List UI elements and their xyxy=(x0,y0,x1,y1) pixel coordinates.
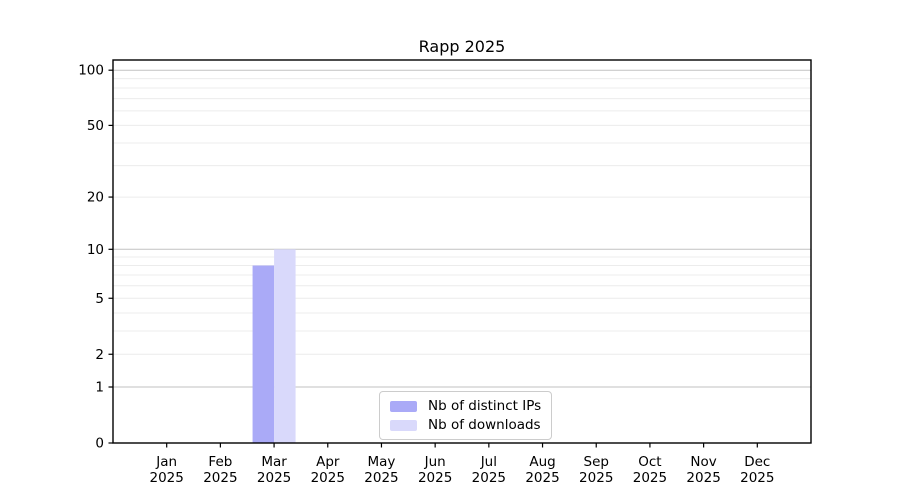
x-tick-label-year: 2025 xyxy=(257,470,291,486)
x-tick-label-year: 2025 xyxy=(311,470,345,486)
x-tick-label-month: Jan xyxy=(155,454,177,470)
y-tick-label: 5 xyxy=(95,291,104,307)
x-tick-label-year: 2025 xyxy=(633,470,667,486)
x-tick-label-month: Mar xyxy=(261,454,287,470)
y-tick-label: 1 xyxy=(95,380,104,396)
x-tick-label-month: Nov xyxy=(690,454,716,470)
x-tick-label-year: 2025 xyxy=(150,470,184,486)
legend-swatch-downloads xyxy=(390,419,417,431)
x-tick-label-year: 2025 xyxy=(203,470,237,486)
legend-item-downloads: Nb of downloads xyxy=(390,417,541,433)
legend: Nb of distinct IPs Nb of downloads xyxy=(379,391,553,440)
y-tick-label: 0 xyxy=(95,436,104,452)
x-tick-label-month: Feb xyxy=(208,454,232,470)
x-tick-label-month: May xyxy=(368,454,396,470)
legend-label-distinct-ips: Nb of distinct IPs xyxy=(428,398,542,414)
axes-spines xyxy=(112,59,812,444)
x-tick-label-year: 2025 xyxy=(686,470,720,486)
bar-downloads xyxy=(274,249,296,443)
x-tick-label-month: Sep xyxy=(584,454,609,470)
x-tick-label-month: Apr xyxy=(316,454,340,470)
legend-swatch-distinct-ips xyxy=(390,400,417,412)
x-tick-label-year: 2025 xyxy=(740,470,774,486)
x-tick-label-month: Jul xyxy=(480,454,497,470)
x-tick-label-year: 2025 xyxy=(472,470,506,486)
y-tick-label: 100 xyxy=(78,63,104,79)
x-tick-label-month: Oct xyxy=(638,454,661,470)
x-tick-label-month: Aug xyxy=(529,454,555,470)
x-tick-label-year: 2025 xyxy=(525,470,559,486)
y-tick-label: 20 xyxy=(87,190,104,206)
bar-distinct-ips xyxy=(252,265,275,443)
y-tick-label: 2 xyxy=(95,347,104,363)
x-tick-label-year: 2025 xyxy=(418,470,452,486)
legend-label-downloads: Nb of downloads xyxy=(428,417,541,433)
legend-item-distinct-ips: Nb of distinct IPs xyxy=(390,398,541,414)
y-tick-label: 50 xyxy=(87,118,104,134)
plot-area xyxy=(113,60,811,443)
x-tick-label-month: Dec xyxy=(744,454,770,470)
y-tick-label: 10 xyxy=(87,242,104,258)
chart-title: Rapp 2025 xyxy=(419,37,506,56)
x-tick-label-year: 2025 xyxy=(364,470,398,486)
x-tick-label-year: 2025 xyxy=(579,470,613,486)
x-tick-label-month: Jun xyxy=(424,454,446,470)
